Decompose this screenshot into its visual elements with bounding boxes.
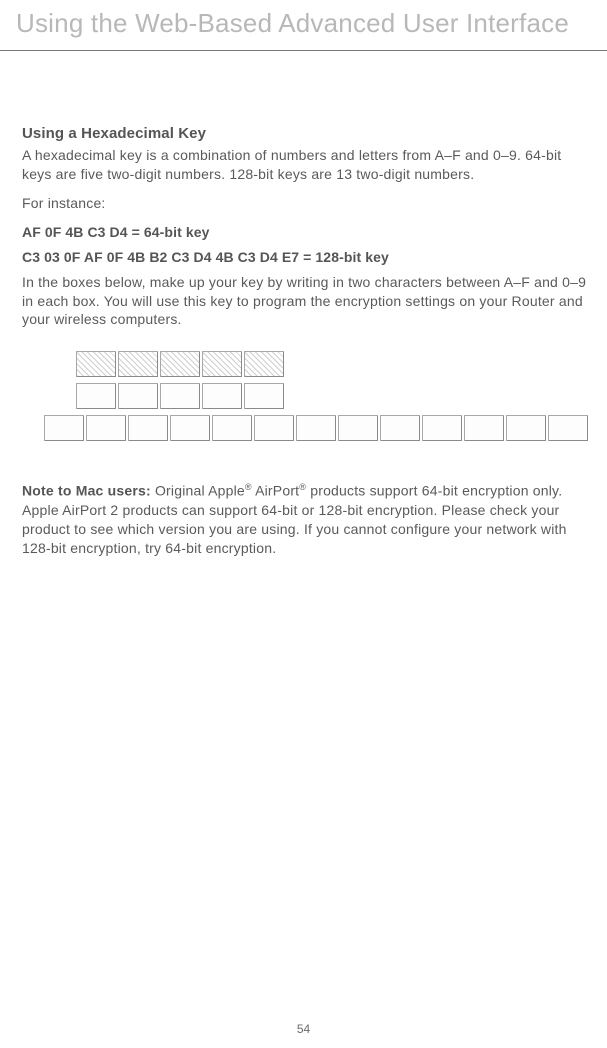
page-header-title: Using the Web-Based Advanced User Interf… — [16, 8, 569, 39]
hex-box — [212, 415, 252, 441]
note-text-b: AirPort — [252, 483, 300, 499]
paragraph-for-instance: For instance: — [22, 194, 588, 213]
note-paragraph: Note to Mac users: Original Apple® AirPo… — [22, 481, 588, 557]
example-64bit: AF 0F 4B C3 D4 = 64-bit key — [22, 223, 588, 242]
content-area: Using a Hexadecimal Key A hexadecimal ke… — [22, 124, 588, 568]
hex-box — [464, 415, 504, 441]
hex-box — [160, 351, 200, 377]
paragraph-intro: A hexadecimal key is a combination of nu… — [22, 146, 588, 184]
hex-box — [244, 383, 284, 409]
hex-boxes — [76, 351, 284, 377]
hex-box — [44, 415, 84, 441]
hex-box — [244, 351, 284, 377]
hex-box — [118, 351, 158, 377]
hex-boxes — [44, 415, 588, 441]
hex-key-figure — [22, 351, 588, 441]
paragraph-instructions: In the boxes below, make up your key by … — [22, 273, 588, 330]
note-text-a: Original Apple — [151, 483, 245, 499]
hex-box — [76, 383, 116, 409]
hex-box — [422, 415, 462, 441]
hex-box — [160, 383, 200, 409]
hex-box — [548, 415, 588, 441]
header-divider — [0, 50, 607, 51]
hex-row — [22, 351, 588, 377]
hex-box — [86, 415, 126, 441]
hex-box — [76, 351, 116, 377]
page-number: 54 — [0, 1022, 607, 1036]
note-label: Note to Mac users: — [22, 483, 151, 499]
hex-box — [380, 415, 420, 441]
hex-row — [22, 383, 588, 409]
hex-box — [254, 415, 294, 441]
section-heading: Using a Hexadecimal Key — [22, 124, 588, 144]
hex-row — [22, 415, 588, 441]
hex-box — [338, 415, 378, 441]
hex-box — [118, 383, 158, 409]
hex-boxes — [76, 383, 284, 409]
hex-box — [202, 383, 242, 409]
hex-box — [202, 351, 242, 377]
hex-box — [296, 415, 336, 441]
example-128bit: C3 03 0F AF 0F 4B B2 C3 D4 4B C3 D4 E7 =… — [22, 248, 588, 267]
hex-box — [128, 415, 168, 441]
hex-box — [170, 415, 210, 441]
hex-box — [506, 415, 546, 441]
registered-icon: ® — [245, 482, 252, 492]
